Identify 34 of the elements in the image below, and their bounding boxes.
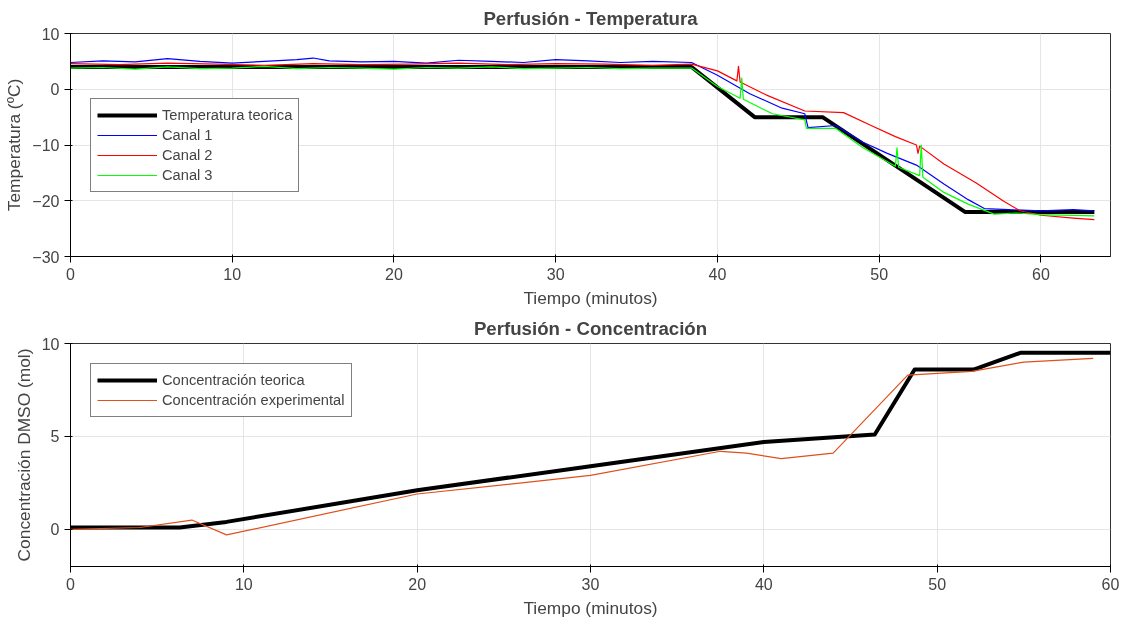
y-axis-title: Temperatura (ºC) (4, 78, 25, 212)
x-axis-title: Tiempo (minutos) (523, 597, 658, 618)
x-tick-label: 60 (1101, 575, 1120, 593)
x-tick-label: 10 (223, 265, 242, 283)
x-tick-label: 50 (928, 575, 947, 593)
chart-title: Perfusión - Temperatura (483, 7, 699, 29)
legend-label: Temperatura teorica (162, 106, 293, 123)
legend-label: Canal 3 (162, 166, 213, 183)
y-tick-label: −20 (32, 192, 60, 210)
y-tick-label: 10 (41, 25, 60, 43)
y-tick-label: 0 (50, 81, 60, 99)
x-axis-title: Tiempo (minutos) (523, 287, 658, 308)
x-tick-label: 60 (1032, 265, 1050, 283)
y-tick-label: −10 (32, 137, 60, 154)
y-tick-label: 0 (50, 521, 60, 539)
chart-title: Perfusión - Concentración (473, 317, 708, 339)
x-tick-label: 30 (581, 575, 600, 593)
x-tick-label: 20 (408, 575, 427, 593)
legend-label: Concentración experimental (162, 392, 345, 408)
x-tick-label: 30 (546, 265, 565, 283)
legend-label: Concentración teorica (162, 372, 305, 388)
y-axis-title: Concentración DMSO (mol) (13, 348, 34, 562)
x-tick-label: 50 (870, 265, 889, 283)
x-tick-label: 0 (66, 265, 76, 283)
legend-label: Canal 1 (162, 126, 213, 143)
x-tick-label: 0 (66, 575, 76, 593)
y-tick-label: 5 (50, 428, 60, 446)
legend-label: Canal 2 (162, 146, 213, 163)
x-tick-label: 10 (234, 575, 253, 593)
x-tick-label: 20 (385, 265, 403, 283)
x-tick-label: 40 (708, 265, 727, 283)
y-tick-label: −30 (32, 248, 60, 266)
y-tick-label: 10 (41, 335, 60, 353)
x-tick-label: 40 (754, 575, 773, 593)
